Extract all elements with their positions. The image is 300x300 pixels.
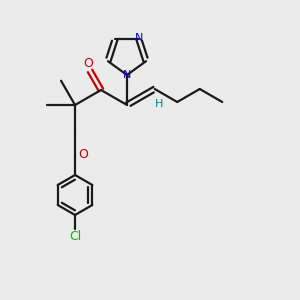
Text: O: O — [78, 148, 88, 161]
Text: N: N — [123, 70, 131, 80]
Text: O: O — [83, 57, 93, 70]
Text: N: N — [135, 33, 143, 43]
Text: H: H — [154, 99, 163, 109]
Text: Cl: Cl — [69, 230, 81, 242]
